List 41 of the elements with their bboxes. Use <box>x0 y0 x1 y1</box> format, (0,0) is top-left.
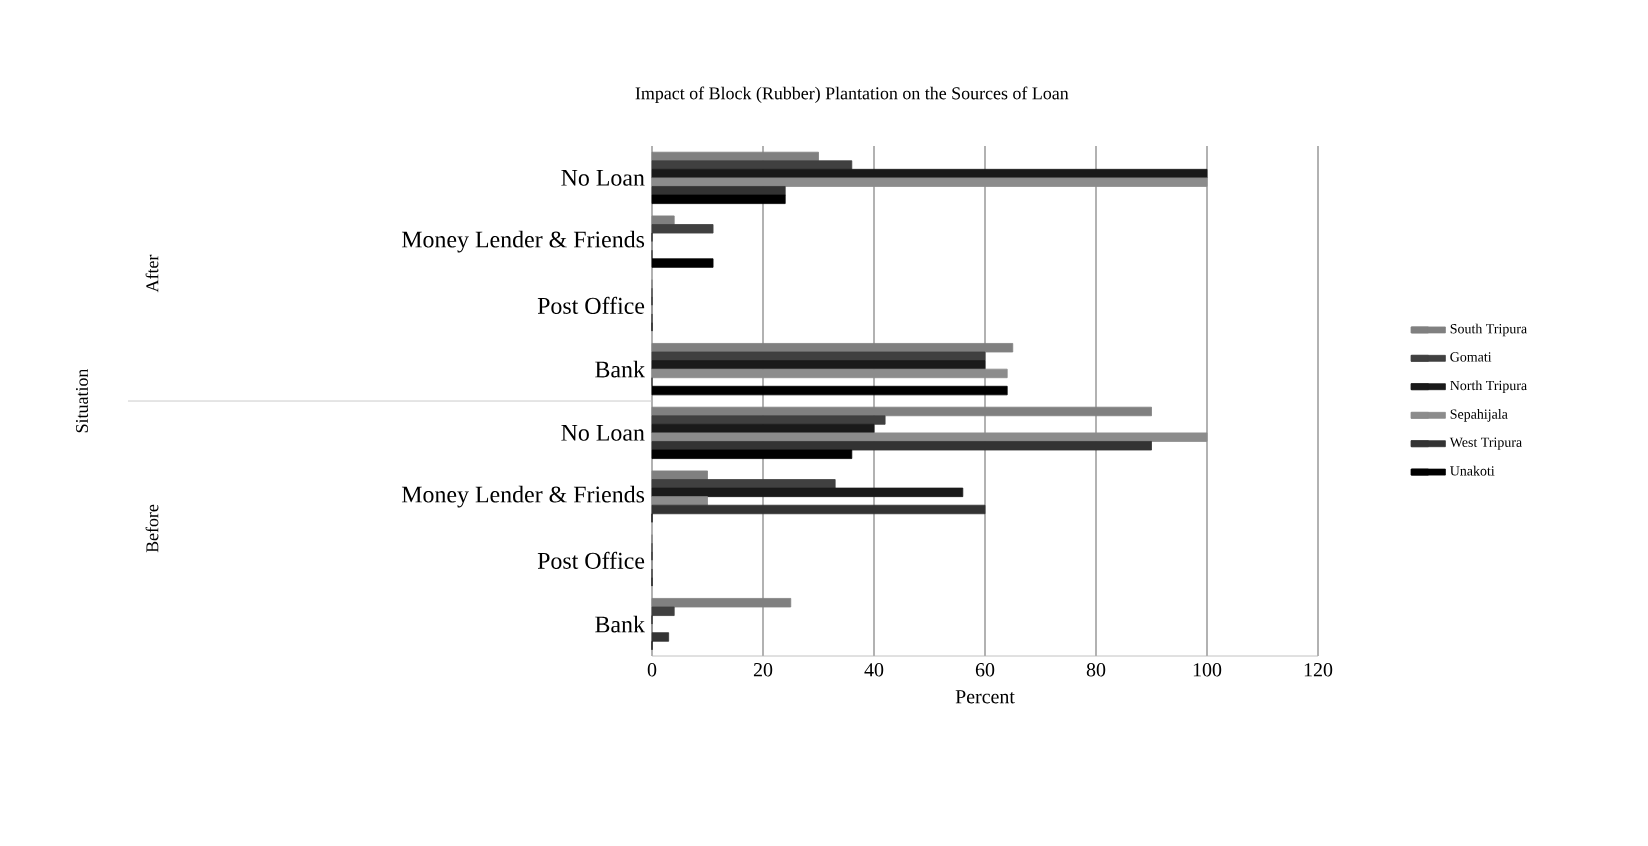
y-tick-label: Bank <box>595 615 645 633</box>
bar <box>651 177 1208 187</box>
y-tick-label: Post Office <box>537 551 645 569</box>
text: After <box>145 254 159 293</box>
bar <box>651 224 714 234</box>
y-tick-label: No Loan <box>561 424 645 441</box>
x-tick-label: 20 <box>753 663 773 677</box>
bar <box>651 368 1008 379</box>
bar <box>651 432 1208 442</box>
text: Before <box>145 504 159 553</box>
bar <box>651 258 714 268</box>
bar <box>651 415 886 425</box>
bar <box>651 385 1008 396</box>
bar <box>651 406 1152 417</box>
y-tick-label: Money Lender & Friends <box>401 230 645 253</box>
bar <box>651 351 986 361</box>
bar <box>651 449 853 459</box>
bar <box>651 487 964 498</box>
y-tick-label: Post Office <box>537 296 645 314</box>
bar <box>651 632 670 642</box>
x-tick-label: 100 <box>1193 663 1222 677</box>
bar <box>651 215 675 225</box>
bar <box>651 606 675 616</box>
text: Situation <box>75 368 89 433</box>
bar <box>651 194 786 204</box>
x-tick-label: 80 <box>1086 663 1106 677</box>
y-tick-label: No Loan <box>561 169 645 186</box>
x-tick-label: 60 <box>975 663 995 677</box>
bar <box>651 441 1152 451</box>
x-tick-label: 40 <box>864 663 884 677</box>
chart-title: Impact of Block (Rubber) Plantation on the Sources of Loan <box>635 86 1069 104</box>
bar <box>651 160 853 170</box>
bar <box>651 496 708 506</box>
y-tick-label: Bank <box>595 360 645 378</box>
y-tick-label: Money Lender & Friends <box>401 485 645 508</box>
bar <box>651 598 792 608</box>
bar <box>651 504 986 515</box>
x-tick-label: 120 <box>1304 663 1333 677</box>
x-tick-label: 0 <box>647 663 657 677</box>
x-axis-title: Percent <box>955 690 1015 704</box>
bar <box>651 470 708 480</box>
